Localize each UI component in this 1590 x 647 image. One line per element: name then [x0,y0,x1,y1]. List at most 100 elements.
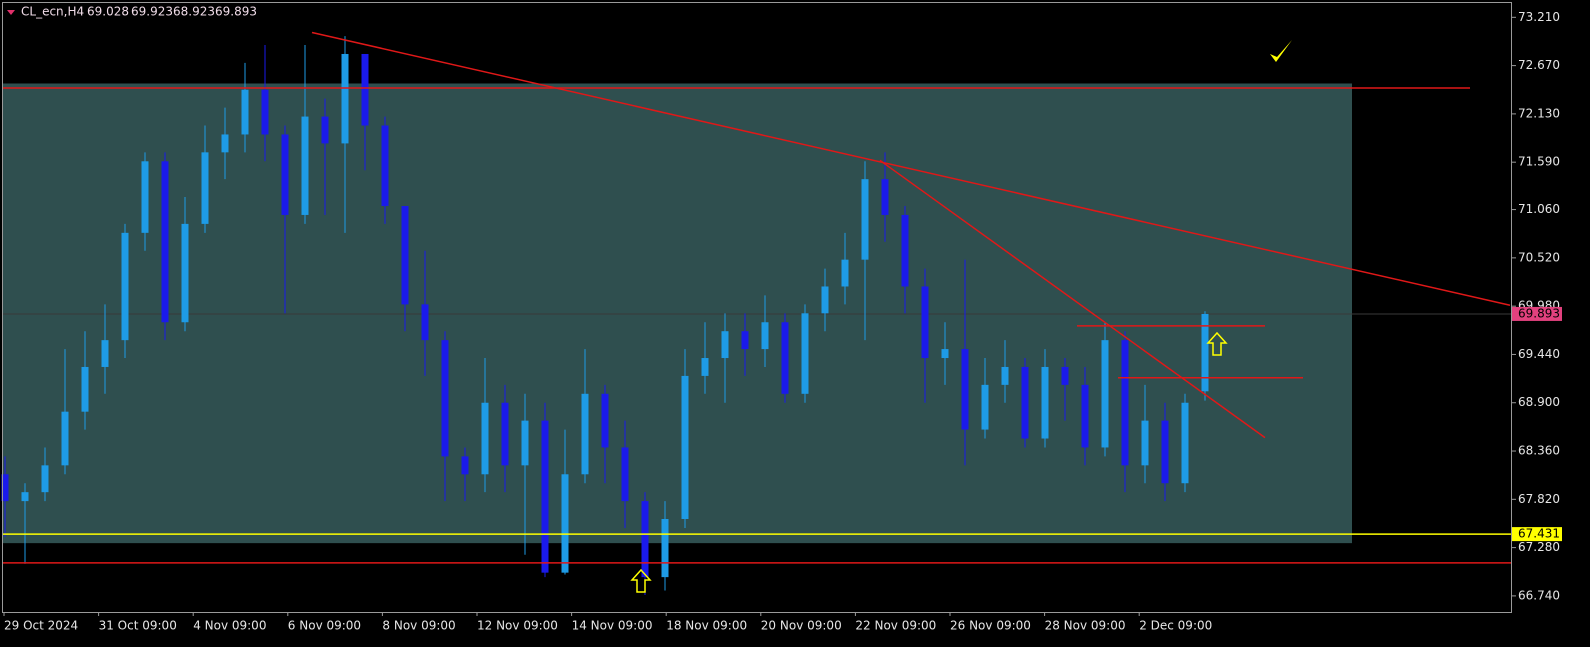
candle-body [321,116,329,144]
candle-body [901,214,909,287]
candle-body [101,340,109,367]
support-price-label-box [1512,527,1562,542]
candle-body [1181,402,1189,484]
y-tick-label: 66.740 [1518,588,1560,602]
candle-body [961,349,969,430]
candle-body [741,331,749,350]
x-tick-label: 12 Nov 09:00 [477,619,558,633]
x-tick-label: 26 Nov 09:00 [950,619,1031,633]
candle-body [1061,366,1069,385]
buy-arrow [1206,331,1228,356]
candle-body [1201,313,1209,392]
candle-body [681,375,689,519]
header-close: 69.893 [215,5,257,19]
y-tick-label: 72.670 [1518,58,1560,72]
candle-body [581,393,589,475]
x-tick-label: 6 Nov 09:00 [288,619,361,633]
plot-area [1,31,1511,596]
candle-body [641,501,649,578]
candle-body [1081,384,1089,448]
candle-body [761,322,769,350]
candle-body [1141,420,1149,466]
y-tick-label: 73.210 [1518,10,1560,24]
x-tick-label: 20 Nov 09:00 [761,619,842,633]
candle-body [1021,366,1029,439]
candle-body [461,456,469,475]
candle-body [21,492,29,502]
y-tick-label: 70.520 [1518,250,1560,264]
support-price-label: 67.431 [1518,527,1560,541]
candle-body [921,286,929,359]
x-tick-label: 29 Oct 2024 [4,619,78,633]
y-tick-label: 71.590 [1518,155,1560,169]
y-tick-label: 68.900 [1518,395,1560,409]
candle-body [821,286,829,314]
candle-body [941,349,949,359]
plot-border [2,2,1512,613]
candle-body [1001,366,1009,385]
check-mark [1270,40,1292,62]
candle-body [481,402,489,475]
current-price-label: 69.893 [1518,306,1560,320]
candle-body [501,402,509,466]
candle-body [421,304,429,341]
y-tick-label: 68.360 [1518,444,1560,458]
candle-body [841,259,849,287]
y-tick-label: 72.130 [1518,106,1560,120]
y-tick-label: 67.820 [1518,492,1560,506]
candle-body [621,447,629,502]
x-tick-label: 14 Nov 09:00 [572,619,653,633]
header-low: 68.923 [173,5,215,19]
menu-triangle[interactable] [7,10,15,15]
candle-body [221,134,229,153]
candle-body [1161,420,1169,484]
chart-title: CL_ecn,H4 [21,5,84,19]
x-tick-label: 8 Nov 09:00 [382,619,455,633]
current-price-label-box [1512,306,1562,321]
trendline [311,31,1511,306]
candle-body [521,420,529,466]
candle-body [561,474,569,573]
candle-body [121,232,129,341]
candle-body [161,161,169,323]
header-high: 69.923 [131,5,173,19]
x-tick-label: 18 Nov 09:00 [666,619,747,633]
x-tick-label: 28 Nov 09:00 [1045,619,1126,633]
candle-body [981,384,989,430]
y-tick-label: 69.440 [1518,347,1560,361]
x-tick-label: 22 Nov 09:00 [855,619,936,633]
candle-body [1101,340,1109,448]
candle-body [61,411,69,466]
x-tick-label: 31 Oct 09:00 [99,619,177,633]
candle-body [801,313,809,394]
candle-body [861,179,869,260]
x-tick-label: 2 Dec 09:00 [1139,619,1212,633]
x-tick-label: 4 Nov 09:00 [193,619,266,633]
candle-body [541,420,549,573]
candle-body [1121,340,1129,466]
candle-body [81,366,89,412]
range-zone [3,83,1352,544]
candle-body [281,134,289,215]
candle-body [1041,366,1049,439]
candle-body [1,474,9,502]
candle-body [261,89,269,135]
candle-body [721,331,729,359]
candle-body [41,465,49,493]
candle-body [601,393,609,448]
buy-arrow [630,568,652,593]
candle-body [301,116,309,215]
candle-body [141,161,149,233]
candle-body [781,322,789,394]
candle-body [381,125,389,206]
candle-body [441,340,449,457]
candle-body [181,223,189,323]
candle-body [201,152,209,224]
candle-body [241,89,249,135]
y-tick-label: 71.060 [1518,202,1560,216]
candle-body [881,179,889,215]
trendline [879,159,1266,439]
